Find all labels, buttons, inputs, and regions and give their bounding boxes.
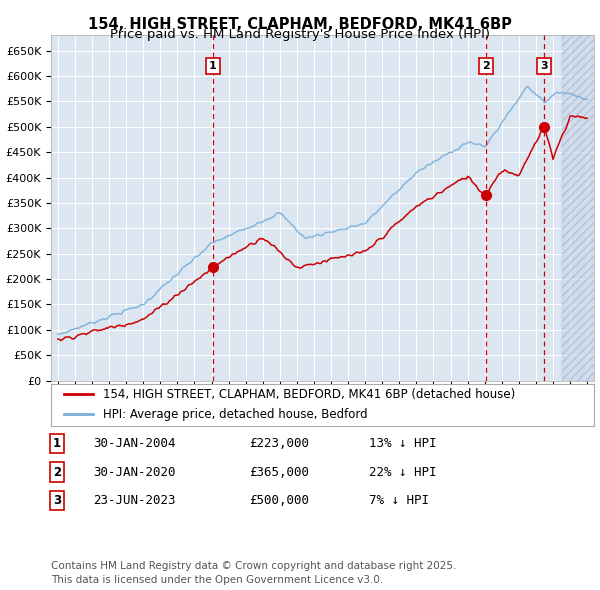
Text: 154, HIGH STREET, CLAPHAM, BEDFORD, MK41 6BP: 154, HIGH STREET, CLAPHAM, BEDFORD, MK41…: [88, 17, 512, 31]
Text: 22% ↓ HPI: 22% ↓ HPI: [369, 466, 437, 478]
Text: 3: 3: [53, 494, 61, 507]
Text: Price paid vs. HM Land Registry's House Price Index (HPI): Price paid vs. HM Land Registry's House …: [110, 28, 490, 41]
Text: 2: 2: [482, 61, 490, 71]
Text: 1: 1: [209, 61, 217, 71]
Text: 3: 3: [540, 61, 548, 71]
Text: 2: 2: [53, 466, 61, 478]
Text: 7% ↓ HPI: 7% ↓ HPI: [369, 494, 429, 507]
Text: 23-JUN-2023: 23-JUN-2023: [93, 494, 176, 507]
Text: £223,000: £223,000: [249, 437, 309, 450]
Text: 13% ↓ HPI: 13% ↓ HPI: [369, 437, 437, 450]
Bar: [562, 35, 594, 381]
Text: 30-JAN-2020: 30-JAN-2020: [93, 466, 176, 478]
Text: £500,000: £500,000: [249, 494, 309, 507]
Text: £365,000: £365,000: [249, 466, 309, 478]
Legend: 154, HIGH STREET, CLAPHAM, BEDFORD, MK41 6BP (detached house), HPI: Average pric: 154, HIGH STREET, CLAPHAM, BEDFORD, MK41…: [59, 384, 520, 426]
Text: Contains HM Land Registry data © Crown copyright and database right 2025.
This d: Contains HM Land Registry data © Crown c…: [51, 561, 457, 585]
Text: 30-JAN-2004: 30-JAN-2004: [93, 437, 176, 450]
Text: 1: 1: [53, 437, 61, 450]
